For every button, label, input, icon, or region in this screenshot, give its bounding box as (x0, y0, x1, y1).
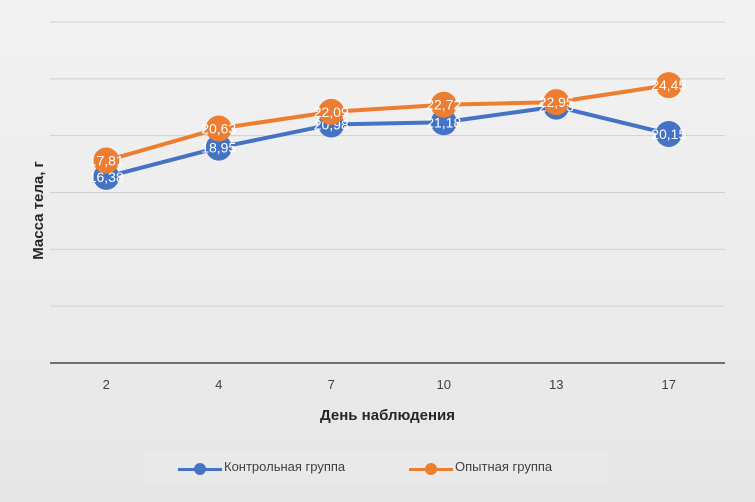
data-point (655, 120, 682, 147)
data-label: 18,95 (201, 140, 236, 156)
data-point (543, 89, 570, 116)
data-point (655, 72, 682, 99)
data-label: 17,81 (89, 153, 124, 169)
data-point (430, 91, 457, 118)
x-tick-label: 17 (662, 377, 676, 392)
data-label: 20,63 (201, 121, 236, 137)
data-point (93, 147, 120, 174)
data-label: 22,95 (539, 94, 574, 110)
legend-label-control: Контрольная группа (224, 459, 346, 474)
data-label: 22,72 (426, 97, 461, 113)
x-tick-label: 4 (215, 377, 222, 392)
legend-marker-experimental (409, 463, 453, 475)
x-tick-label: 2 (103, 377, 110, 392)
data-label: 16,38 (89, 169, 124, 185)
data-point (205, 134, 232, 161)
data-point (205, 115, 232, 142)
data-label: 20,15 (651, 126, 686, 142)
y-axis-title: Масса тела, г (30, 161, 47, 260)
x-tick-label: 10 (437, 377, 451, 392)
data-label: 24,45 (651, 77, 686, 93)
data-label: 21,18 (426, 114, 461, 130)
legend (145, 451, 608, 485)
x-tick-label: 7 (328, 377, 335, 392)
x-axis-title: День наблюдения (320, 407, 455, 424)
legend-label-experimental: Опытная группа (455, 459, 553, 474)
series-line-0 (104, 104, 671, 179)
x-tick-label: 13 (549, 377, 563, 392)
legend-marker-control (178, 463, 222, 475)
data-point (318, 98, 345, 125)
data-label: 22,09 (314, 104, 349, 120)
series-line-1 (104, 83, 671, 163)
